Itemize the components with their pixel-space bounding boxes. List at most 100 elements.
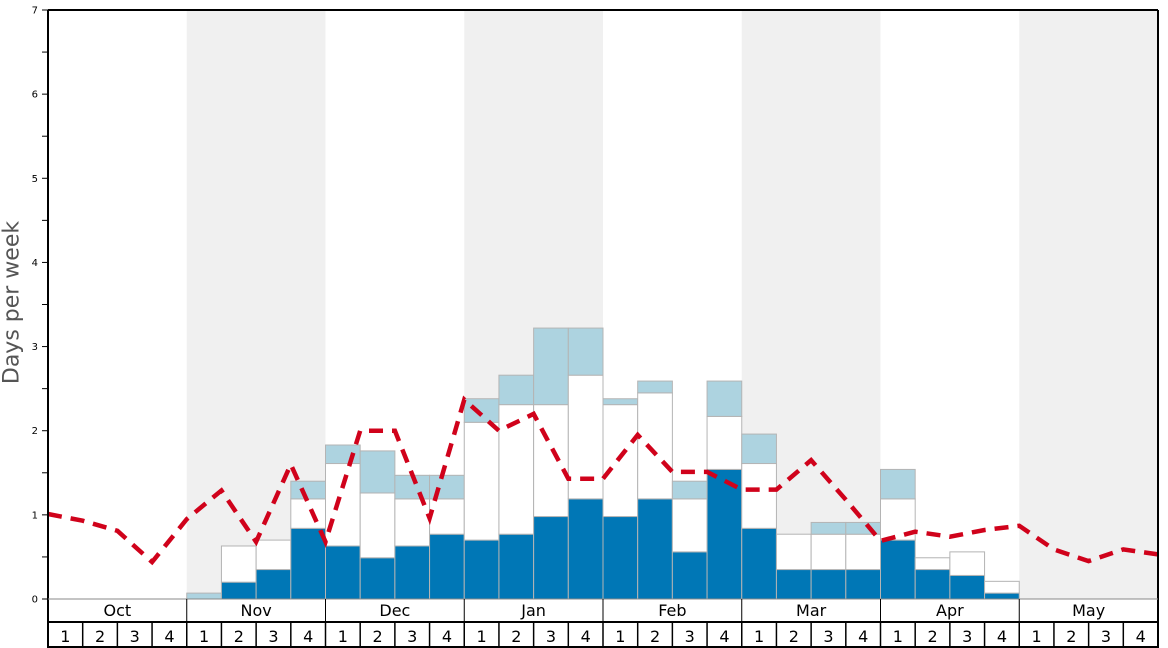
bar-segment-dark bbox=[290, 527, 326, 600]
week-label: 2 bbox=[95, 627, 105, 646]
bar-segment-light bbox=[706, 380, 743, 417]
week-label: 1 bbox=[893, 627, 903, 646]
week-label: 4 bbox=[303, 627, 313, 646]
week-label: 2 bbox=[234, 627, 244, 646]
bar-segment-white bbox=[429, 498, 465, 535]
week-label: 4 bbox=[858, 627, 868, 646]
bar-segment-dark bbox=[706, 468, 743, 600]
bar-segment-light bbox=[533, 327, 569, 406]
month-label: Feb bbox=[658, 601, 686, 620]
month-label: Nov bbox=[241, 601, 272, 620]
bar-segment-dark bbox=[914, 569, 951, 600]
bar-segment-dark bbox=[845, 569, 881, 600]
y-tick-label: 4 bbox=[32, 258, 38, 269]
month-label: Dec bbox=[379, 601, 410, 620]
week-label: 3 bbox=[685, 627, 695, 646]
week-label: 4 bbox=[442, 627, 452, 646]
bar-segment-light bbox=[463, 398, 500, 423]
y-tick-label: 5 bbox=[32, 174, 38, 185]
week-label: 4 bbox=[1136, 627, 1146, 646]
bar-segment-dark bbox=[810, 569, 847, 600]
month-label: May bbox=[1072, 601, 1105, 620]
week-label: 1 bbox=[477, 627, 487, 646]
bar-segment-white bbox=[533, 404, 569, 518]
bar-segment-white bbox=[949, 551, 986, 576]
bar-segment-dark bbox=[637, 498, 673, 600]
month-label: Jan bbox=[520, 601, 546, 620]
bar-segment-dark bbox=[325, 545, 361, 600]
bar-segment-white bbox=[325, 463, 361, 547]
y-tick-label: 1 bbox=[32, 510, 38, 521]
bar-segment-dark bbox=[359, 557, 396, 600]
bar-segment-dark bbox=[567, 498, 604, 600]
month-label: Mar bbox=[796, 601, 827, 620]
week-label: 3 bbox=[1101, 627, 1111, 646]
month-band bbox=[1019, 10, 1158, 599]
y-tick-label: 2 bbox=[32, 426, 38, 437]
bar-segment-light bbox=[671, 480, 708, 500]
week-label: 2 bbox=[927, 627, 937, 646]
bar-segment-light bbox=[741, 433, 777, 465]
bar-segment-white bbox=[602, 404, 639, 518]
week-label: 4 bbox=[164, 627, 174, 646]
week-label: 4 bbox=[581, 627, 591, 646]
y-tick-label: 3 bbox=[32, 342, 38, 353]
bar-segment-white bbox=[255, 539, 292, 571]
y-tick-label: 6 bbox=[32, 90, 38, 101]
bar-segment-dark bbox=[775, 569, 812, 600]
bar-segment-light bbox=[290, 480, 326, 500]
bar-segment-white bbox=[706, 415, 743, 470]
bar-segment-white bbox=[741, 463, 777, 529]
week-label: 3 bbox=[407, 627, 417, 646]
bar-segment-white bbox=[845, 533, 881, 571]
bar-segment-white bbox=[359, 492, 396, 559]
bar-segment-dark bbox=[463, 539, 500, 600]
week-label: 2 bbox=[372, 627, 382, 646]
bar-segment-dark bbox=[984, 592, 1020, 600]
bar-segment-white bbox=[810, 533, 847, 571]
bar-segment-white bbox=[775, 533, 812, 571]
bar-segment-light bbox=[810, 521, 847, 535]
week-label: 3 bbox=[130, 627, 140, 646]
bar-segment-white bbox=[463, 421, 500, 541]
week-label: 3 bbox=[823, 627, 833, 646]
week-label: 3 bbox=[962, 627, 972, 646]
week-label: 1 bbox=[1032, 627, 1042, 646]
y-tick-label: 7 bbox=[32, 6, 38, 17]
week-label: 2 bbox=[650, 627, 660, 646]
week-label: 4 bbox=[719, 627, 729, 646]
bar-segment-dark bbox=[220, 581, 257, 600]
week-label: 2 bbox=[789, 627, 799, 646]
y-axis-label: Days per week bbox=[0, 220, 25, 385]
month-label: Oct bbox=[104, 601, 132, 620]
week-label: 1 bbox=[754, 627, 764, 646]
week-label: 1 bbox=[199, 627, 209, 646]
bar-segment-light bbox=[567, 327, 604, 376]
week-label: 2 bbox=[511, 627, 521, 646]
bar-segment-dark bbox=[429, 533, 465, 600]
bar-segment-dark bbox=[880, 539, 916, 600]
average-dashed-line bbox=[47, 395, 1159, 566]
y-tick-label: 0 bbox=[32, 595, 38, 606]
bar-segment-white bbox=[290, 498, 326, 529]
bar-segment-light bbox=[186, 592, 222, 600]
bar-segment-white bbox=[394, 498, 431, 547]
bar-segment-light bbox=[602, 398, 639, 406]
week-label: 3 bbox=[268, 627, 278, 646]
bar-segment-dark bbox=[533, 516, 569, 600]
bar-segment-dark bbox=[949, 574, 986, 600]
bar-segment-dark bbox=[255, 569, 292, 600]
week-label: 1 bbox=[338, 627, 348, 646]
bar-segment-dark bbox=[741, 527, 777, 600]
week-label: 1 bbox=[60, 627, 70, 646]
bar-segment-white bbox=[220, 545, 257, 583]
bar-segment-light bbox=[359, 450, 396, 494]
month-label: Apr bbox=[936, 601, 964, 620]
bar-segment-dark bbox=[671, 551, 708, 600]
bar-segment-dark bbox=[602, 516, 639, 600]
week-label: 3 bbox=[546, 627, 556, 646]
bar-segment-white bbox=[637, 392, 673, 500]
week-label: 2 bbox=[1066, 627, 1076, 646]
